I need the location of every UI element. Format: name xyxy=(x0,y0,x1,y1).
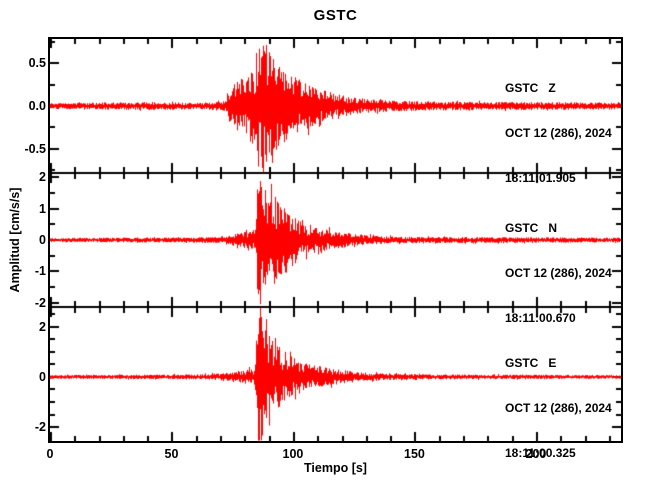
annotation-panel-e: GSTC E OCT 12 (286), 2024 18:11:00.325 xyxy=(505,326,612,491)
x-tick-label: 200 xyxy=(525,447,547,461)
event-date-label: OCT 12 (286), 2024 xyxy=(505,401,612,415)
y-tick-label: 0 xyxy=(39,233,46,247)
y-tick-label: -2 xyxy=(34,420,46,435)
y-tick-label: -0.5 xyxy=(24,141,46,156)
event-date-label: OCT 12 (286), 2024 xyxy=(505,126,612,140)
event-time-label: 18:11:00.325 xyxy=(505,446,576,460)
x-tick-label: 0 xyxy=(46,447,54,461)
y-tick-label: -2 xyxy=(34,295,46,310)
event-time-label: 18:11:00.670 xyxy=(505,311,576,325)
plot-area: GSTC Z OCT 12 (286), 2024 18:11:01.905 G… xyxy=(48,37,623,460)
x-tick-label: 150 xyxy=(404,447,425,461)
x-tick-label: 50 xyxy=(164,447,179,461)
y-tick-label: 1 xyxy=(39,201,46,216)
x-axis-label: Tiempo [s] xyxy=(304,461,367,475)
station-channel-label: GSTC N xyxy=(505,221,558,235)
y-tick-label: 0 xyxy=(39,369,46,384)
y-tick-label: 2 xyxy=(39,170,46,185)
y-tick-label: 0.5 xyxy=(28,56,46,71)
page-title: GSTC xyxy=(313,7,358,24)
y-tick-label: -1 xyxy=(34,264,46,279)
waveform-canvas xyxy=(50,39,621,441)
y-tick-label: 0.0 xyxy=(28,99,46,113)
y-axis-label: Amplitud [cm/s/s] xyxy=(8,187,22,293)
event-date-label: OCT 12 (286), 2024 xyxy=(505,266,612,280)
annotation-panel-z: GSTC Z OCT 12 (286), 2024 18:11:01.905 xyxy=(505,51,612,216)
x-tick-label: 100 xyxy=(282,447,304,461)
station-channel-label: GSTC E xyxy=(505,356,557,370)
station-channel-label: GSTC Z xyxy=(505,81,556,95)
event-time-label: 18:11:01.905 xyxy=(505,171,576,185)
annotation-panel-n: GSTC N OCT 12 (286), 2024 18:11:00.670 xyxy=(505,191,612,356)
y-tick-label: 2 xyxy=(39,319,46,334)
